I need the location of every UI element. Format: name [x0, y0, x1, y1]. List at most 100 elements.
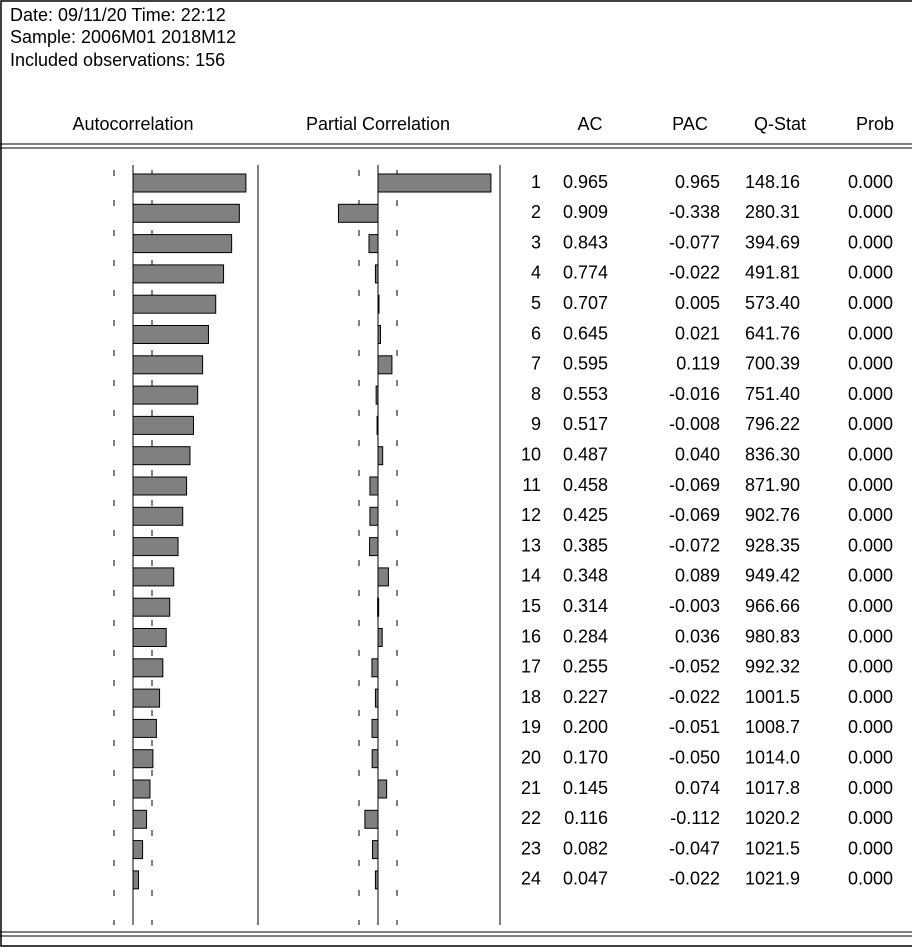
correlation-bar [371, 718, 379, 738]
pac-value: -0.112 [670, 808, 720, 828]
lag: 10 [521, 444, 541, 464]
ac-value: 0.707 [563, 293, 608, 313]
lag: 19 [521, 717, 541, 737]
ac-value: 0.487 [563, 444, 608, 464]
lag: 6 [531, 323, 541, 343]
ac-value: 0.227 [563, 687, 608, 707]
ac-value: 0.458 [563, 475, 608, 495]
correlation-bar [369, 476, 379, 496]
prob: 0.000 [848, 384, 893, 404]
ac-value: 0.425 [563, 505, 608, 525]
pac-value: -0.050 [669, 747, 720, 767]
correlation-bar [377, 597, 380, 617]
q-stat: 641.76 [745, 323, 800, 343]
correlation-bar [132, 203, 240, 223]
pac-value: 0.040 [675, 444, 720, 464]
correlation-bar [368, 234, 379, 254]
pac-value: -0.069 [669, 505, 720, 525]
q-stat: 928.35 [745, 535, 800, 555]
ac-value: 0.843 [563, 232, 608, 252]
sample-line: Sample: 2006M01 2018M12 [10, 27, 236, 47]
q-stat: 836.30 [745, 444, 800, 464]
ac-value: 0.255 [563, 657, 608, 677]
q-stat: 1021.5 [745, 838, 800, 858]
correlation-bar [132, 718, 157, 738]
q-stat: 148.16 [745, 172, 800, 192]
correlation-bar [377, 325, 381, 344]
prob: 0.000 [848, 505, 893, 525]
correlation-bar [132, 325, 209, 344]
correlation-bar [377, 173, 492, 193]
correlation-bar [374, 264, 379, 284]
lag: 15 [521, 596, 541, 616]
q-stat: 1021.9 [745, 869, 800, 889]
pac-value: -0.077 [669, 232, 720, 252]
prob: 0.000 [848, 566, 893, 586]
prob: 0.000 [848, 717, 893, 737]
correlation-bar [132, 658, 164, 678]
lag: 9 [531, 414, 541, 434]
correlation-bar [132, 173, 247, 193]
column-header: Q-Stat [754, 114, 806, 134]
column-header: Autocorrelation [72, 114, 193, 134]
pac-value: -0.051 [669, 717, 720, 737]
pac-value: 0.036 [675, 626, 720, 646]
lag: 17 [521, 657, 541, 677]
correlation-bar [364, 809, 379, 829]
pac-value: -0.003 [669, 596, 720, 616]
pac-value: 0.119 [676, 354, 720, 374]
lag: 13 [521, 535, 541, 555]
q-stat: 491.81 [745, 263, 800, 283]
pac-value: 0.021 [675, 323, 720, 343]
lag: 8 [531, 384, 541, 404]
correlation-bar [132, 415, 194, 435]
correlation-bar [371, 658, 379, 678]
correlation-bar [371, 749, 379, 769]
prob: 0.000 [848, 626, 893, 646]
correlation-bar [377, 294, 380, 314]
lag: 12 [521, 505, 541, 525]
correlation-bar [132, 234, 233, 254]
pac-value: -0.069 [669, 475, 720, 495]
ac-value: 0.774 [563, 263, 608, 283]
correlation-bar [132, 870, 139, 890]
correlation-bar [375, 385, 379, 405]
correlation-bar [132, 355, 204, 375]
prob: 0.000 [848, 323, 893, 343]
q-stat: 992.32 [745, 657, 800, 677]
prob: 0.000 [848, 232, 893, 252]
correlation-bar [132, 840, 144, 860]
q-stat: 751.40 [745, 384, 800, 404]
column-header: Partial Correlation [306, 114, 450, 134]
q-stat: 1001.5 [745, 687, 800, 707]
lag: 7 [531, 354, 541, 374]
pac-value: 0.074 [675, 778, 720, 798]
prob: 0.000 [848, 838, 893, 858]
lag: 22 [521, 808, 541, 828]
prob: 0.000 [848, 354, 893, 374]
observations-line: Included observations: 156 [10, 50, 225, 70]
prob: 0.000 [848, 293, 893, 313]
ac-value: 0.200 [563, 717, 608, 737]
correlation-bar [132, 779, 151, 799]
ac-value: 0.284 [563, 626, 608, 646]
ac-value: 0.385 [563, 535, 608, 555]
correlation-bar [377, 355, 393, 375]
prob: 0.000 [848, 202, 893, 222]
correlation-bar [132, 749, 154, 769]
pac-value: -0.072 [669, 535, 720, 555]
correlation-bar [132, 567, 175, 587]
prob: 0.000 [848, 687, 893, 707]
correlation-bar [374, 688, 379, 708]
q-stat: 796.22 [745, 414, 800, 434]
prob: 0.000 [848, 414, 893, 434]
correlation-bar [376, 415, 379, 435]
correlation-bar [132, 385, 199, 405]
pac-value: -0.022 [669, 263, 720, 283]
column-header: PAC [672, 114, 708, 134]
correlation-bar [132, 294, 217, 314]
ac-value: 0.645 [563, 323, 608, 343]
lag: 18 [521, 687, 541, 707]
